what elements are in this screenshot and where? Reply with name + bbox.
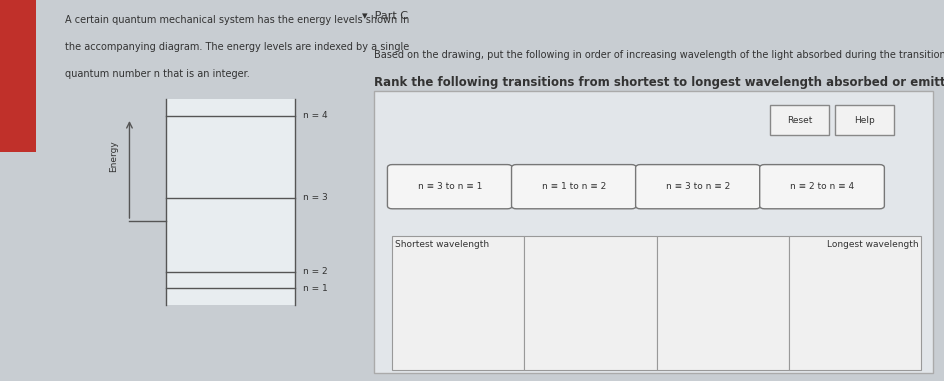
Text: n ≡ 3 to n ≡ 2: n ≡ 3 to n ≡ 2 (666, 182, 730, 191)
Text: n = 4: n = 4 (303, 111, 328, 120)
Text: n ≡ 1 to n ≡ 2: n ≡ 1 to n ≡ 2 (541, 182, 605, 191)
Text: Reset: Reset (785, 115, 811, 125)
FancyBboxPatch shape (759, 165, 884, 209)
Bar (788, 236, 920, 370)
Text: ▾  Part C: ▾ Part C (362, 11, 408, 21)
Text: Longest wavelength: Longest wavelength (826, 240, 918, 249)
Text: quantum number n that is an integer.: quantum number n that is an integer. (65, 69, 249, 78)
FancyBboxPatch shape (834, 105, 894, 135)
Text: n = 3: n = 3 (303, 193, 328, 202)
FancyBboxPatch shape (635, 165, 760, 209)
Bar (0, 0, 36, 152)
Text: n = 1: n = 1 (303, 284, 328, 293)
Text: n ≡ 2 to n ≡ 4: n ≡ 2 to n ≡ 4 (789, 182, 853, 191)
FancyBboxPatch shape (511, 165, 635, 209)
Text: Energy: Energy (110, 140, 119, 172)
FancyBboxPatch shape (387, 165, 512, 209)
Text: Shortest wavelength: Shortest wavelength (395, 240, 489, 249)
Bar (656, 236, 788, 370)
Text: n ≡ 3 to n ≡ 1: n ≡ 3 to n ≡ 1 (417, 182, 481, 191)
Text: Based on the drawing, put the following in order of increasing wavelength of the: Based on the drawing, put the following … (374, 50, 944, 59)
Bar (374, 91, 932, 373)
Text: A certain quantum mechanical system has the energy levels shown in: A certain quantum mechanical system has … (65, 15, 409, 25)
Bar (524, 236, 656, 370)
Bar (166, 99, 295, 305)
Text: the accompanying diagram. The energy levels are indexed by a single: the accompanying diagram. The energy lev… (65, 42, 409, 52)
Text: Help: Help (853, 115, 874, 125)
Bar (392, 236, 524, 370)
FancyBboxPatch shape (768, 105, 828, 135)
Text: n = 2: n = 2 (303, 267, 328, 276)
Text: Rank the following transitions from shortest to longest wavelength absorbed or e: Rank the following transitions from shor… (374, 76, 944, 89)
